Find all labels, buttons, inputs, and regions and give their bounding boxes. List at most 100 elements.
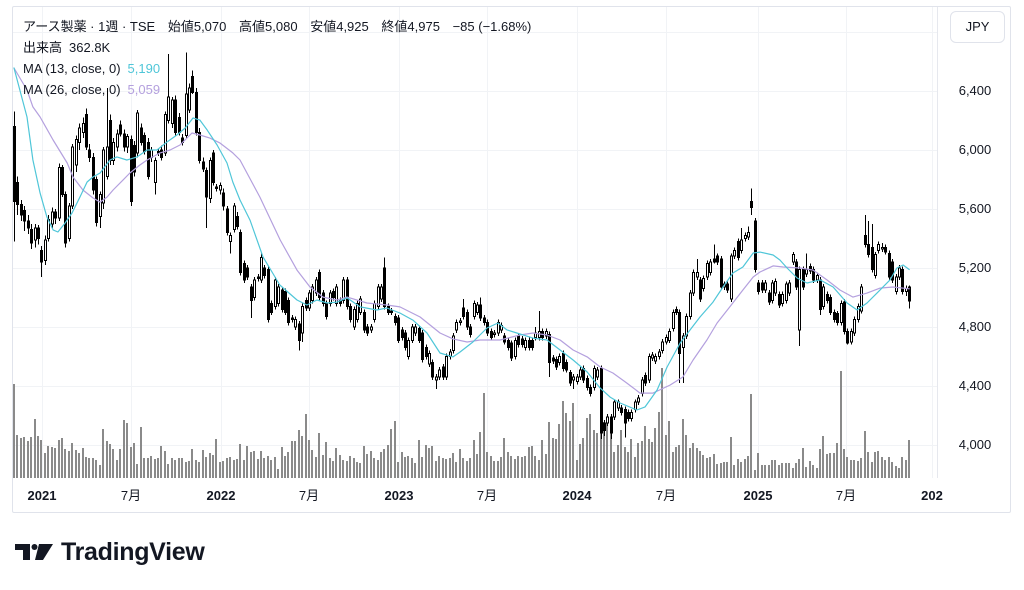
legend-ma26-line[interactable]: MA (26, close, 0) 5,059 bbox=[23, 79, 531, 100]
candle bbox=[692, 269, 695, 297]
candle bbox=[678, 309, 681, 384]
candle bbox=[668, 328, 671, 344]
candle bbox=[493, 329, 496, 338]
volume-bar bbox=[891, 461, 893, 478]
legend-ma13-line[interactable]: MA (13, close, 0) 5,190 bbox=[23, 58, 531, 79]
candle bbox=[479, 297, 482, 322]
candle bbox=[792, 251, 795, 266]
volume-bar bbox=[366, 454, 368, 478]
candle bbox=[473, 300, 476, 320]
volume-bar bbox=[380, 452, 382, 478]
volume-bar bbox=[877, 450, 879, 478]
volume-bar bbox=[579, 443, 581, 478]
candle bbox=[785, 281, 788, 304]
price-tick-label: 4,400 bbox=[958, 378, 992, 393]
candle bbox=[860, 284, 863, 314]
volume-bar bbox=[843, 448, 845, 478]
ma13-line[interactable] bbox=[13, 67, 910, 411]
volume-bar bbox=[212, 454, 214, 478]
volume-bar bbox=[226, 457, 228, 478]
candle bbox=[864, 214, 867, 248]
price-tick-label: 5,200 bbox=[958, 260, 992, 275]
low-value: 4,925 bbox=[336, 19, 369, 34]
volume-bar bbox=[881, 456, 883, 478]
candle bbox=[99, 191, 102, 229]
candle bbox=[497, 319, 500, 336]
candle bbox=[92, 152, 95, 195]
time-tick-label: 7月 bbox=[476, 488, 498, 503]
price-chart[interactable] bbox=[0, 0, 1024, 520]
price-tick-label: 5,600 bbox=[958, 201, 992, 216]
candle bbox=[116, 129, 119, 152]
volume-bar bbox=[243, 459, 245, 478]
volume-bar bbox=[233, 459, 235, 478]
candle bbox=[438, 366, 441, 381]
volume-bar bbox=[576, 459, 578, 478]
candle bbox=[40, 245, 43, 277]
volume-bar bbox=[174, 459, 176, 478]
volume-bar bbox=[88, 457, 90, 478]
volume-bar bbox=[747, 456, 749, 478]
volume-bar bbox=[596, 432, 598, 478]
price-axis[interactable]: 6,400 6,000 5,600 5,200 4,800 4,400 4,00… bbox=[938, 7, 1010, 478]
volume-bar bbox=[809, 461, 811, 478]
volume-bar bbox=[377, 459, 379, 478]
candle bbox=[449, 349, 452, 360]
volume-bar bbox=[281, 446, 283, 478]
volume-bar bbox=[874, 452, 876, 478]
volume-bar bbox=[298, 430, 300, 478]
time-tick-label: 2025 bbox=[743, 488, 773, 503]
volume-bar bbox=[644, 425, 646, 478]
time-axis[interactable]: 2021 7月 2022 7月 2023 7月 2024 7月 2025 7月 … bbox=[13, 479, 1010, 512]
candle bbox=[853, 316, 856, 336]
volume-bar bbox=[757, 452, 759, 478]
volume-bar bbox=[795, 463, 797, 478]
volume-bar bbox=[119, 448, 121, 478]
volume-bar bbox=[600, 423, 602, 478]
volume-bar bbox=[473, 439, 475, 478]
ma26-line[interactable] bbox=[13, 67, 910, 394]
candle bbox=[483, 315, 486, 326]
volume-bar bbox=[353, 457, 355, 478]
candle bbox=[846, 328, 849, 345]
volume-bar bbox=[562, 401, 564, 478]
candle bbox=[291, 315, 294, 323]
legend-volume-line[interactable]: 出来高 362.8K bbox=[23, 37, 531, 58]
currency-button[interactable]: JPY bbox=[950, 11, 1005, 43]
candle bbox=[236, 211, 239, 230]
volume-bar bbox=[157, 457, 159, 478]
ma13-label: MA (13, close, 0) bbox=[23, 61, 121, 76]
volume-bar bbox=[222, 461, 224, 478]
volume-bar bbox=[716, 463, 718, 478]
volume-bar bbox=[610, 427, 612, 478]
volume-bar bbox=[901, 456, 903, 478]
tradingview-brand[interactable]: TradingView bbox=[15, 536, 205, 568]
volume-bar bbox=[277, 468, 279, 478]
volume-bar bbox=[305, 414, 307, 478]
symbol-title[interactable]: アース製薬 · 1週 · TSE bbox=[23, 19, 156, 34]
candle bbox=[675, 306, 678, 316]
candle bbox=[274, 276, 277, 310]
volume-bar bbox=[740, 461, 742, 478]
candle bbox=[606, 414, 609, 426]
volume-bar bbox=[308, 439, 310, 478]
volume-bar bbox=[593, 430, 595, 478]
candle bbox=[795, 259, 798, 291]
volume-bar bbox=[164, 450, 166, 478]
volume-bar bbox=[195, 459, 197, 478]
volume-bar bbox=[263, 457, 265, 478]
volume-bar bbox=[822, 435, 824, 478]
candle bbox=[68, 203, 71, 242]
candle bbox=[624, 406, 627, 438]
candle bbox=[761, 279, 764, 294]
volume-bar bbox=[387, 445, 389, 478]
candle bbox=[277, 284, 280, 307]
volume-bar bbox=[857, 461, 859, 478]
volume-bar bbox=[133, 443, 135, 478]
volume-bar bbox=[257, 459, 259, 478]
candle bbox=[545, 328, 548, 339]
candle bbox=[82, 117, 85, 139]
volume-bar bbox=[624, 446, 626, 478]
candle bbox=[16, 176, 19, 215]
volume-bar bbox=[64, 448, 66, 478]
